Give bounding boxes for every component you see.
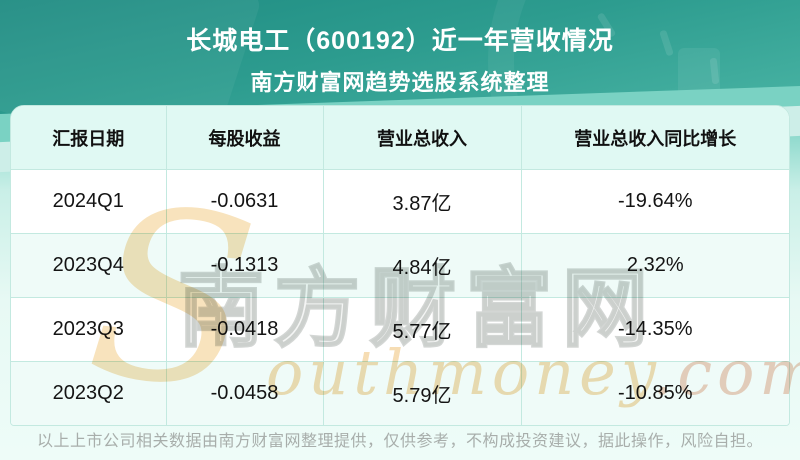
table-row: 2023Q2 -0.0458 5.79亿 -10.85%	[11, 361, 789, 425]
cell-yoy: -10.85%	[520, 361, 789, 425]
column-header-total-revenue: 营业总收入	[322, 106, 521, 170]
data-table-card: 汇报日期 每股收益 营业总收入 营业总收入同比增长 2024Q1 -0.0631…	[10, 105, 790, 426]
cell-revenue: 4.84亿	[322, 233, 521, 298]
cell-yoy: -19.64%	[520, 169, 789, 234]
table-row: 2023Q4 -0.1313 4.84亿 2.32%	[11, 233, 789, 298]
cell-yoy: 2.32%	[520, 233, 789, 298]
revenue-table: 汇报日期 每股收益 营业总收入 营业总收入同比增长 2024Q1 -0.0631…	[11, 106, 789, 425]
cell-revenue: 5.77亿	[322, 297, 521, 362]
cell-period: 2023Q4	[52, 254, 124, 276]
fuel-pump-decor	[678, 48, 720, 96]
cell-eps: -0.0418	[165, 297, 323, 362]
cell-period: 2023Q3	[52, 318, 124, 340]
table-row: 2023Q3 -0.0418 5.77亿 -14.35%	[11, 297, 789, 362]
disclaimer: 以上上市公司相关数据由南方财富网整理提供，仅供参考，不构成投资建议，据此操作，风…	[0, 414, 800, 451]
column-header-report-date: 汇报日期	[11, 106, 166, 170]
cell-yoy: -14.35%	[520, 297, 789, 362]
cell-eps: -0.1313	[165, 233, 323, 298]
column-header-yoy-growth: 营业总收入同比增长	[520, 106, 789, 170]
cell-revenue: 5.79亿	[322, 361, 521, 425]
cell-revenue: 3.87亿	[322, 169, 521, 234]
cell-period: 2023Q2	[52, 382, 124, 404]
header-banner: 长城电工（600192）近一年营收情况 南方财富网趋势选股系统整理	[0, 0, 800, 128]
cell-period: 2024Q1	[52, 190, 124, 212]
cell-eps: -0.0458	[165, 361, 323, 425]
disclaimer-text: 以上上市公司相关数据由南方财富网整理提供，仅供参考，不构成投资建议，据此操作，风…	[36, 433, 763, 450]
cell-eps: -0.0631	[165, 169, 323, 234]
column-header-eps: 每股收益	[165, 106, 323, 170]
table-row: 2024Q1 -0.0631 3.87亿 -19.64%	[11, 169, 789, 234]
table-header-row: 汇报日期 每股收益 营业总收入 营业总收入同比增长	[11, 106, 789, 170]
